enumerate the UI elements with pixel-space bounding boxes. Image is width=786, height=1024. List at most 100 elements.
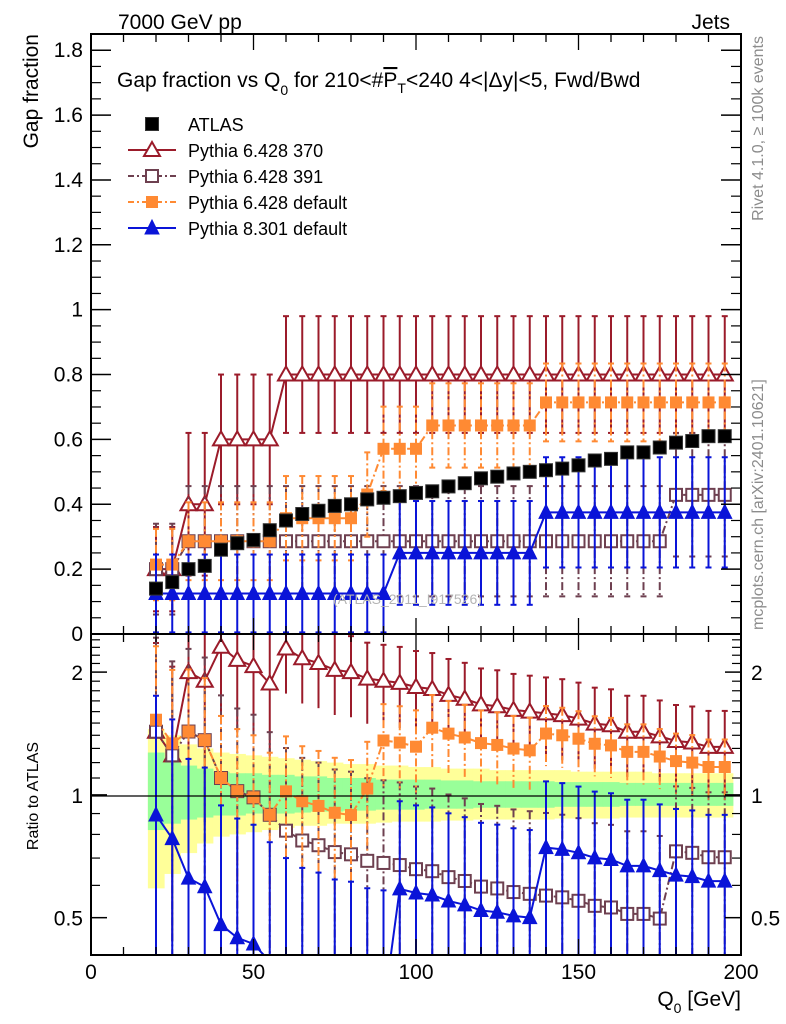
data-point — [198, 535, 211, 548]
data-point — [604, 451, 618, 466]
green-band-bin — [261, 774, 279, 814]
data-point — [490, 469, 505, 484]
data-point — [440, 543, 457, 560]
data-point — [243, 429, 264, 447]
ratio-data-point — [619, 856, 636, 873]
data-point — [229, 584, 246, 600]
ratio-data-point — [325, 659, 345, 677]
data-point — [262, 523, 277, 538]
data-point — [702, 396, 715, 409]
green-band-bin — [456, 780, 474, 809]
data-point — [716, 503, 733, 519]
data-point — [538, 503, 554, 519]
ratio-data-point — [328, 806, 341, 819]
data-point — [409, 485, 423, 500]
data-point — [636, 445, 651, 460]
data-point — [686, 396, 699, 409]
data-point — [651, 503, 668, 519]
ratio-data-point — [148, 805, 164, 822]
legend-item-pythia-8-301-default: Pythia 8.301 default — [128, 218, 347, 239]
ratio-data-point — [276, 638, 296, 656]
ratio-y-tick-label: 2 — [71, 662, 83, 685]
data-point — [359, 584, 376, 600]
ratio-data-point — [702, 761, 715, 774]
data-point — [507, 419, 520, 432]
data-point — [489, 543, 506, 560]
x-label-q: Q — [657, 988, 673, 1011]
ratio-data-point — [198, 734, 211, 747]
data-point — [376, 534, 391, 549]
x-tick-label: 150 — [561, 961, 596, 984]
series-line — [156, 511, 725, 595]
data-point — [227, 429, 247, 447]
data-point — [554, 503, 571, 519]
y-tick-label: 1.8 — [54, 39, 83, 62]
ratio-data-point — [229, 928, 246, 945]
data-point — [570, 503, 587, 519]
data-point — [620, 445, 635, 460]
green-band-bin — [505, 781, 523, 808]
rivet-version-label: Rivet 4.1.0, ≥ 100k events — [750, 36, 767, 221]
legend-marker — [146, 196, 158, 208]
data-point — [311, 503, 326, 518]
data-point — [261, 584, 278, 600]
data-point — [410, 442, 422, 455]
ratio-data-point — [247, 791, 260, 804]
axes-ticks: 0 0.2 0.4 0.6 0.8 1 1.2 1.4 1.6 1.8 0 50 100 150 200 0.… — [54, 34, 780, 984]
ratio-data-point — [227, 649, 247, 667]
data-point — [637, 396, 650, 409]
data-point — [503, 364, 524, 382]
ratio-data-point — [296, 795, 309, 808]
title-sub-a: 0 — [280, 82, 288, 98]
data-point — [326, 584, 343, 600]
ratio-data-point — [357, 668, 377, 686]
data-point — [308, 364, 329, 382]
ratio-data-point — [440, 891, 457, 908]
data-point — [149, 581, 163, 596]
ratio-data-point — [458, 731, 471, 744]
ratio-data-point — [505, 906, 522, 923]
data-point — [424, 543, 441, 560]
data-point — [393, 442, 406, 455]
data-point — [165, 575, 180, 590]
title-part-a: Gap fraction vs Q — [117, 69, 280, 92]
ratio-data-point — [586, 848, 603, 865]
ratio-data-point — [426, 721, 439, 734]
ratio-data-point — [211, 636, 231, 654]
data-point — [180, 584, 197, 600]
data-point — [701, 429, 716, 444]
data-point — [520, 364, 540, 382]
data-point — [603, 503, 619, 519]
data-point — [164, 584, 181, 600]
ratio-data-point — [718, 761, 731, 774]
green-band-bin — [521, 781, 539, 808]
data-point — [457, 476, 472, 491]
ratio-y-tick-label: 1 — [71, 785, 83, 808]
data-point — [425, 484, 440, 499]
data-point — [717, 429, 732, 444]
main-y-axis-label: Gap fraction — [20, 34, 43, 148]
data-point — [294, 584, 311, 600]
data-point — [652, 440, 667, 455]
y-tick-label: 1 — [71, 299, 83, 322]
legend-marker — [144, 218, 160, 235]
legend-label: Pythia 6.428 391 — [188, 167, 323, 187]
y-tick-label: 0 — [71, 623, 83, 646]
ratio-data-point — [554, 840, 571, 856]
data-point — [700, 503, 717, 519]
data-point — [458, 419, 471, 432]
data-point — [441, 479, 456, 494]
legend-label: Pythia 8.301 default — [188, 219, 347, 239]
legend-label: Pythia 6.428 default — [188, 193, 347, 213]
ratio-data-point — [637, 745, 650, 758]
ratio-data-point — [231, 785, 244, 798]
ratio-data-point — [393, 736, 406, 749]
data-point — [390, 364, 410, 382]
data-point — [375, 584, 392, 600]
ratio-y-tick-label-right: 2 — [751, 662, 763, 685]
ratio-data-point — [308, 653, 329, 671]
data-point — [245, 584, 262, 600]
ratio-data-point — [556, 729, 569, 742]
legend: ATLAS Pythia 6.428 370 Pythia 6.428 391 Pyt… — [128, 115, 347, 239]
data-point — [556, 396, 569, 409]
